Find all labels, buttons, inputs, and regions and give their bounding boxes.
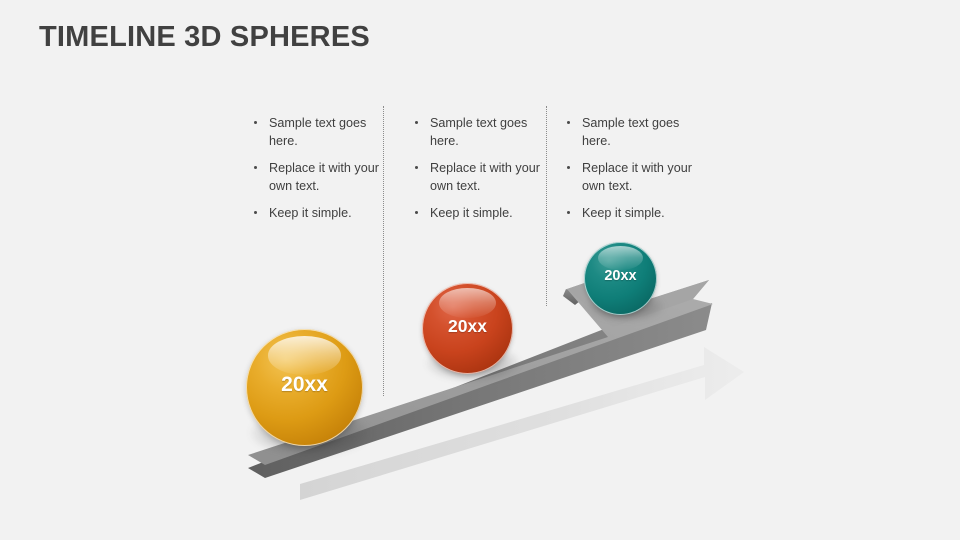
list-item: Replace it with your own text.: [413, 160, 545, 195]
text-column-1: Sample text goes here. Replace it with y…: [252, 115, 384, 223]
bullet-dot-icon: [567, 121, 571, 125]
bullet-text: Sample text goes here.: [430, 116, 528, 148]
sphere-milestone-3[interactable]: 20xx: [584, 242, 657, 315]
bullet-dot-icon: [415, 166, 419, 170]
sphere-body: [584, 242, 657, 315]
arrow-ground-shadow: [300, 347, 744, 500]
list-item: Keep it simple.: [413, 205, 545, 223]
bullet-dot-icon: [254, 211, 258, 215]
text-column-3: Sample text goes here. Replace it with y…: [565, 115, 697, 223]
bullet-dot-icon: [567, 166, 571, 170]
text-column-2: Sample text goes here. Replace it with y…: [413, 115, 545, 223]
list-item: Sample text goes here.: [413, 115, 545, 150]
sphere-milestone-2[interactable]: 20xx: [422, 283, 513, 374]
sphere-milestone-1[interactable]: 20xx: [246, 329, 363, 446]
bullet-text: Replace it with your own text.: [430, 161, 540, 193]
list-item: Replace it with your own text.: [565, 160, 697, 195]
bullet-text: Sample text goes here.: [269, 116, 367, 148]
bullet-dot-icon: [567, 211, 571, 215]
sphere-body: [422, 283, 513, 374]
column-divider-1: [383, 106, 384, 396]
page-title: TIMELINE 3D SPHERES: [39, 21, 370, 53]
list-item: Sample text goes here.: [565, 115, 697, 150]
list-item: Replace it with your own text.: [252, 160, 384, 195]
list-item: Sample text goes here.: [252, 115, 384, 150]
sphere-body: [246, 329, 363, 446]
arrow-top-face: [248, 277, 713, 465]
bullet-dot-icon: [415, 211, 419, 215]
bullet-dot-icon: [415, 121, 419, 125]
bullet-text: Keep it simple.: [269, 206, 352, 220]
bullet-text: Keep it simple.: [582, 206, 665, 220]
bullet-dot-icon: [254, 121, 258, 125]
bullet-text: Keep it simple.: [430, 206, 513, 220]
bullet-text: Sample text goes here.: [582, 116, 680, 148]
list-item: Keep it simple.: [252, 205, 384, 223]
column-divider-2: [546, 106, 547, 306]
bullet-text: Replace it with your own text.: [269, 161, 379, 193]
bullet-dot-icon: [254, 166, 258, 170]
list-item: Keep it simple.: [565, 205, 697, 223]
bullet-text: Replace it with your own text.: [582, 161, 692, 193]
